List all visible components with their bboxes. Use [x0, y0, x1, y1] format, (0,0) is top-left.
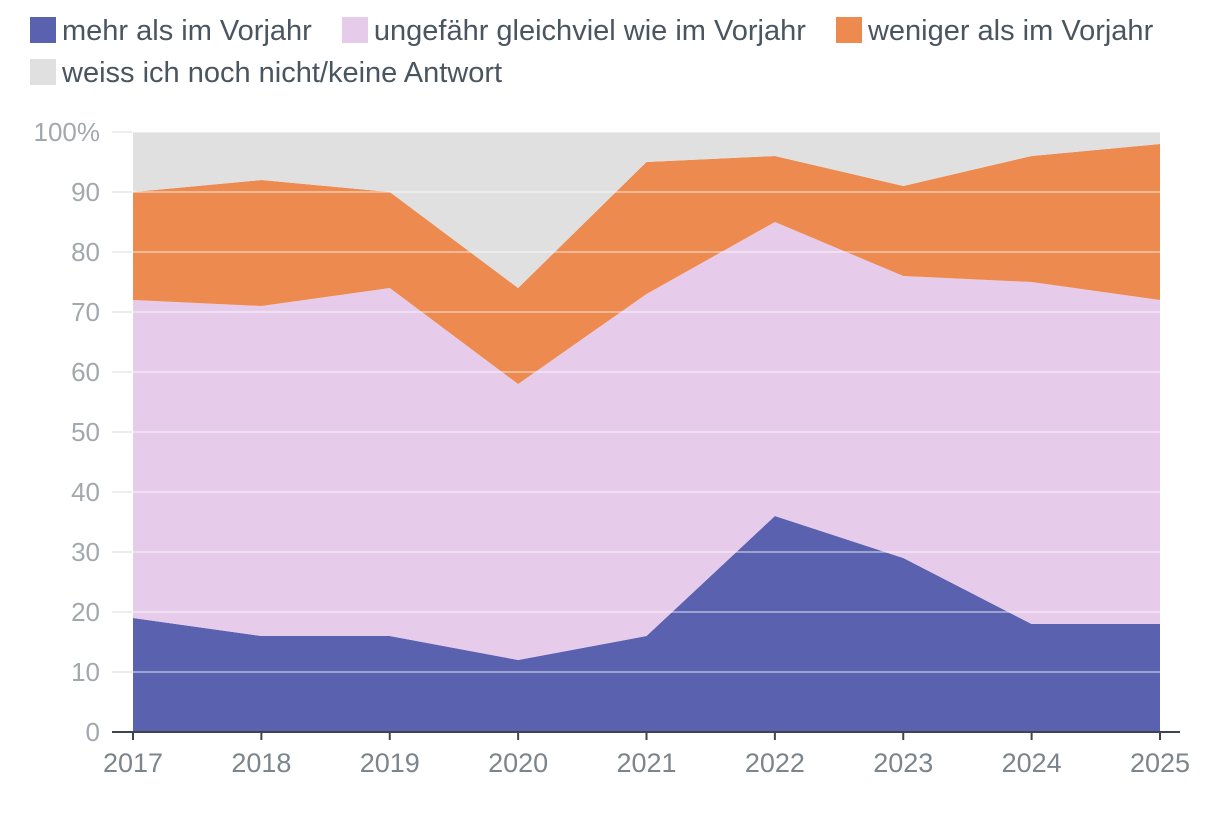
- x-tick-label: 2017: [103, 748, 163, 778]
- area-series-1: [133, 222, 1160, 660]
- y-tick-label: 80: [71, 237, 100, 267]
- x-tick-label: 2020: [488, 748, 548, 778]
- x-tick-label: 2024: [1002, 748, 1062, 778]
- x-tick-label: 2023: [873, 748, 933, 778]
- legend-label-weiss: weiss ich noch nicht/keine Antwort: [62, 57, 503, 89]
- y-tick-label: 100%: [34, 117, 101, 147]
- x-tick-label: 2022: [745, 748, 805, 778]
- y-tick-label: 50: [71, 417, 100, 447]
- y-tick-label: 40: [71, 477, 100, 507]
- x-tick-label: 2018: [231, 748, 291, 778]
- area-layers: [133, 132, 1160, 732]
- area-series-2: [133, 144, 1160, 384]
- y-tick-label: 60: [71, 357, 100, 387]
- legend-swatch-mehr: [30, 17, 56, 43]
- legend-swatch-gleichviel: [341, 17, 368, 43]
- legend: mehr als im Vorjahr ungefähr gleichviel …: [30, 10, 1200, 94]
- legend-item-weiss: weiss ich noch nicht/keine Antwort: [30, 52, 502, 94]
- y-tick-label: 70: [71, 297, 100, 327]
- legend-item-gleichviel: ungefähr gleichviel wie im Vorjahr: [341, 10, 806, 52]
- legend-label-mehr: mehr als im Vorjahr: [62, 15, 312, 47]
- legend-item-weniger: weniger als im Vorjahr: [835, 10, 1154, 52]
- legend-label-gleichviel: ungefähr gleichviel wie im Vorjahr: [373, 15, 806, 47]
- y-tick-label: 20: [71, 597, 100, 627]
- legend-label-weniger: weniger als im Vorjahr: [867, 15, 1154, 47]
- y-tick-label: 10: [71, 657, 100, 687]
- y-axis: 0 10 20 30 40 50 60 70 80 90 100%: [34, 117, 101, 747]
- y-tick-label: 90: [71, 177, 100, 207]
- x-tick-label: 2019: [360, 748, 420, 778]
- area-series-3: [133, 132, 1160, 288]
- legend-swatch-weiss: [30, 59, 56, 85]
- legend-swatch-weniger: [835, 17, 862, 43]
- x-axis: 2017 2018 2019 2020 2021 2022 2023 2024 2025: [103, 731, 1190, 778]
- y-tick-label: 30: [71, 537, 100, 567]
- x-tick-label: 2025: [1130, 748, 1190, 778]
- y-tick-label: 0: [86, 717, 100, 747]
- x-tick-label: 2021: [616, 748, 676, 778]
- legend-item-mehr: mehr als im Vorjahr: [30, 10, 312, 52]
- area-series-0: [133, 516, 1160, 732]
- gridlines: [112, 131, 1180, 673]
